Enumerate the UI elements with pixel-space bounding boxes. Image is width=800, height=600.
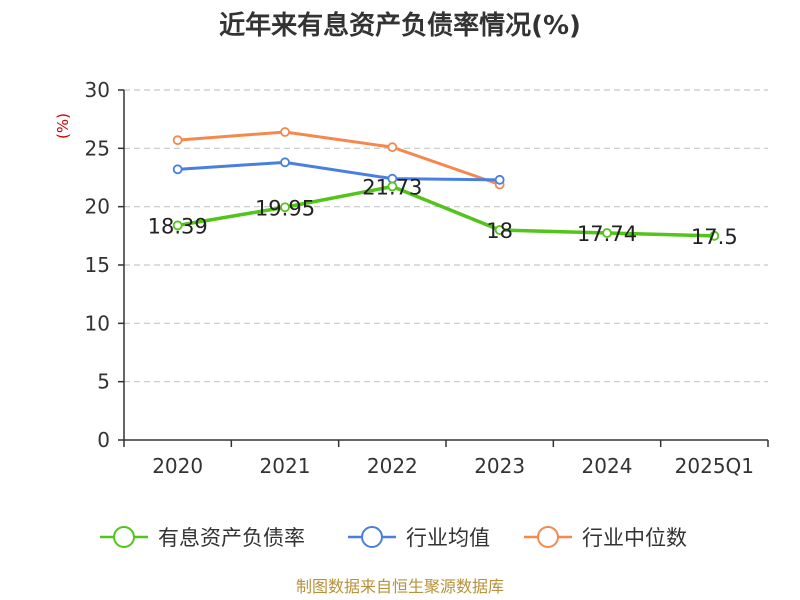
series-line <box>175 184 717 238</box>
legend[interactable]: 有息资产负债率 行业均值 行业中位数 <box>100 526 687 550</box>
legend-item[interactable]: 行业中位数 <box>524 526 687 550</box>
x-tick-label: 2024 <box>582 454 633 478</box>
chart-title: 近年来有息资产负债率情况(%) <box>219 10 581 41</box>
series-line <box>176 160 502 182</box>
y-tick-label: 15 <box>85 253 110 277</box>
series-line <box>176 130 502 186</box>
y-axis-unit: (%) <box>54 113 72 139</box>
source-note: 制图数据来自恒生聚源数据库 <box>296 577 504 596</box>
data-label: 19.95 <box>255 196 315 220</box>
data-point[interactable] <box>709 230 720 241</box>
data-point[interactable] <box>172 164 183 175</box>
legend-swatch-marker <box>113 526 135 548</box>
data-label: 17.74 <box>577 222 637 246</box>
y-tick-label: 5 <box>97 370 110 394</box>
legend-swatch-marker <box>537 526 559 548</box>
axes: 0 5 10 15 20 25 30 2020 2021 2022 2023 2024 2025Q1 <box>85 78 769 478</box>
data-point[interactable] <box>280 157 290 168</box>
data-label: 18 <box>486 219 513 243</box>
data-point[interactable] <box>172 220 183 231</box>
data-point[interactable] <box>172 135 183 146</box>
data-label: 17.5 <box>691 225 738 249</box>
x-tick-label: 2020 <box>152 454 203 478</box>
data-label: 18.39 <box>148 214 208 238</box>
legend-label: 行业中位数 <box>582 526 687 550</box>
data-point[interactable] <box>602 228 612 238</box>
legend-label: 行业均值 <box>406 526 490 550</box>
data-labels: 18.39 19.95 21.73 18 17.74 17.5 <box>148 175 738 248</box>
y-tick-label: 0 <box>97 428 110 452</box>
x-tick-label: 2022 <box>367 454 418 478</box>
y-tick-label: 25 <box>85 136 110 160</box>
y-tick-label: 10 <box>85 311 110 335</box>
y-tick-label: 20 <box>85 195 110 219</box>
series <box>172 127 720 241</box>
legend-item[interactable]: 行业均值 <box>348 526 490 550</box>
data-point[interactable] <box>280 202 290 213</box>
x-tick-label: 2025Q1 <box>675 454 754 478</box>
data-point[interactable] <box>494 225 505 235</box>
legend-swatch-marker <box>361 526 383 548</box>
data-point[interactable] <box>494 174 505 185</box>
legend-item[interactable]: 有息资产负债率 <box>100 526 305 550</box>
legend-label: 有息资产负债率 <box>158 526 305 550</box>
data-point[interactable] <box>280 127 290 137</box>
x-tick-label: 2021 <box>260 454 311 478</box>
y-tick-label: 30 <box>85 78 110 102</box>
data-label: 21.73 <box>362 175 422 199</box>
x-tick-label: 2023 <box>474 454 525 478</box>
data-point[interactable] <box>387 142 398 153</box>
data-point[interactable] <box>387 181 398 192</box>
